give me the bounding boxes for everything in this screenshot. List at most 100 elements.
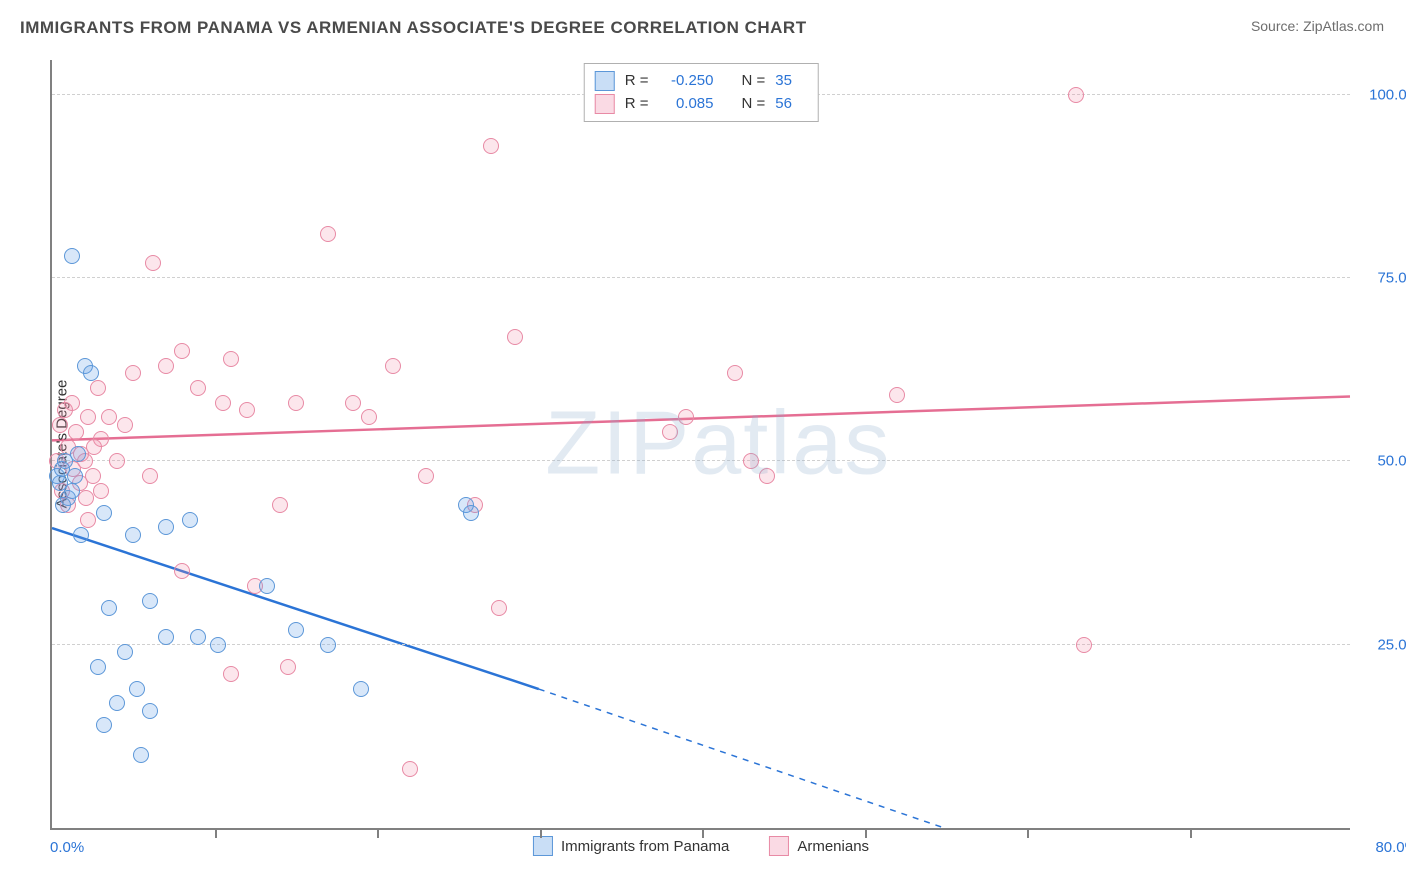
- xtick: [702, 828, 704, 838]
- scatter-point-pink: [101, 409, 117, 425]
- scatter-point-pink: [174, 563, 190, 579]
- scatter-point-blue: [101, 600, 117, 616]
- scatter-point-blue: [125, 527, 141, 543]
- xtick: [1027, 828, 1029, 838]
- trendline: [539, 689, 945, 828]
- xtick: [1190, 828, 1192, 838]
- legend-swatch-pink: [769, 836, 789, 856]
- scatter-point-blue: [190, 629, 206, 645]
- xtick: [865, 828, 867, 838]
- scatter-point-pink: [68, 424, 84, 440]
- scatter-point-pink: [190, 380, 206, 396]
- r-label: R =: [625, 93, 649, 116]
- scatter-point-blue: [70, 446, 86, 462]
- chart-title: IMMIGRANTS FROM PANAMA VS ARMENIAN ASSOC…: [20, 18, 807, 38]
- n-label: N =: [742, 70, 766, 93]
- scatter-point-pink: [483, 138, 499, 154]
- legend-swatch-pink: [595, 94, 615, 114]
- scatter-point-pink: [117, 417, 133, 433]
- ytick-label: 100.0%: [1355, 86, 1406, 103]
- scatter-point-pink: [93, 483, 109, 499]
- scatter-point-blue: [129, 681, 145, 697]
- source-credit: Source: ZipAtlas.com: [1251, 18, 1384, 34]
- scatter-plot: ZIPatlas R = -0.250 N = 35 R = 0.085 N =…: [50, 60, 1350, 830]
- xtick-label-max: 80.0%: [1375, 839, 1406, 856]
- scatter-point-pink: [662, 424, 678, 440]
- legend-swatch-blue: [595, 71, 615, 91]
- scatter-point-blue: [67, 468, 83, 484]
- scatter-point-pink: [80, 512, 96, 528]
- scatter-point-pink: [889, 387, 905, 403]
- scatter-point-pink: [491, 600, 507, 616]
- scatter-point-pink: [345, 395, 361, 411]
- scatter-point-pink: [80, 409, 96, 425]
- scatter-point-pink: [678, 409, 694, 425]
- legend-row-series1: R = -0.250 N = 35: [595, 70, 804, 93]
- scatter-point-blue: [109, 695, 125, 711]
- r-value-series2: 0.085: [659, 93, 714, 116]
- xtick-label-min: 0.0%: [50, 839, 84, 856]
- scatter-point-blue: [353, 681, 369, 697]
- r-value-series1: -0.250: [659, 70, 714, 93]
- scatter-point-pink: [109, 453, 125, 469]
- scatter-point-pink: [402, 761, 418, 777]
- gridline-h: [52, 277, 1350, 278]
- scatter-point-pink: [223, 351, 239, 367]
- scatter-point-pink: [727, 365, 743, 381]
- scatter-point-blue: [96, 717, 112, 733]
- scatter-point-pink: [86, 439, 102, 455]
- scatter-point-blue: [142, 593, 158, 609]
- scatter-point-blue: [83, 365, 99, 381]
- scatter-point-blue: [96, 505, 112, 521]
- scatter-point-pink: [239, 402, 255, 418]
- scatter-point-pink: [145, 255, 161, 271]
- n-value-series2: 56: [775, 93, 803, 116]
- scatter-point-pink: [223, 666, 239, 682]
- xtick: [540, 828, 542, 838]
- scatter-point-blue: [55, 497, 71, 513]
- ytick-label: 25.0%: [1355, 636, 1406, 653]
- legend-row-series2: R = 0.085 N = 56: [595, 93, 804, 116]
- scatter-point-pink: [759, 468, 775, 484]
- scatter-point-pink: [78, 490, 94, 506]
- scatter-point-blue: [142, 703, 158, 719]
- r-label: R =: [625, 70, 649, 93]
- ytick-label: 75.0%: [1355, 270, 1406, 287]
- scatter-point-pink: [385, 358, 401, 374]
- scatter-point-pink: [361, 409, 377, 425]
- scatter-point-pink: [64, 395, 80, 411]
- ytick-label: 50.0%: [1355, 453, 1406, 470]
- scatter-point-pink: [52, 417, 68, 433]
- scatter-point-blue: [117, 644, 133, 660]
- source-link[interactable]: ZipAtlas.com: [1303, 18, 1384, 34]
- legend-item-series1: Immigrants from Panama: [533, 836, 729, 856]
- scatter-point-blue: [133, 747, 149, 763]
- scatter-point-pink: [272, 497, 288, 513]
- correlation-legend: R = -0.250 N = 35 R = 0.085 N = 56: [584, 63, 819, 122]
- scatter-point-pink: [125, 365, 141, 381]
- scatter-point-pink: [174, 343, 190, 359]
- scatter-point-pink: [1068, 87, 1084, 103]
- scatter-point-blue: [73, 527, 89, 543]
- scatter-point-pink: [90, 380, 106, 396]
- scatter-point-blue: [158, 519, 174, 535]
- legend-swatch-blue: [533, 836, 553, 856]
- xtick: [377, 828, 379, 838]
- scatter-point-pink: [288, 395, 304, 411]
- scatter-point-blue: [158, 629, 174, 645]
- scatter-point-blue: [210, 637, 226, 653]
- scatter-point-pink: [1076, 637, 1092, 653]
- scatter-point-pink: [507, 329, 523, 345]
- scatter-point-blue: [64, 483, 80, 499]
- series-legend: Immigrants from Panama Armenians: [533, 836, 869, 856]
- source-prefix: Source:: [1251, 18, 1303, 34]
- scatter-point-pink: [215, 395, 231, 411]
- n-value-series1: 35: [775, 70, 803, 93]
- xtick: [215, 828, 217, 838]
- n-label: N =: [742, 93, 766, 116]
- scatter-point-blue: [463, 505, 479, 521]
- scatter-point-blue: [320, 637, 336, 653]
- scatter-point-blue: [64, 248, 80, 264]
- legend-label-series1: Immigrants from Panama: [561, 838, 729, 855]
- scatter-point-pink: [418, 468, 434, 484]
